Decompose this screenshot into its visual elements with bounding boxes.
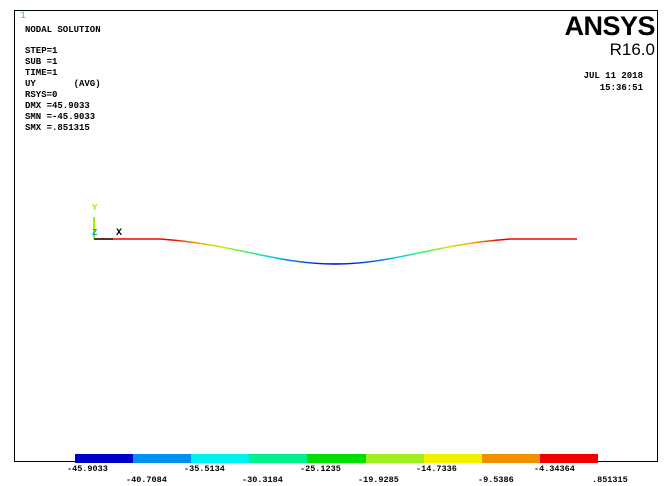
- legend-label-5: -25.1235: [300, 464, 341, 474]
- legend-band-9: [539, 454, 598, 463]
- legend-label-4: -30.3184: [242, 475, 283, 485]
- legend-band-4: [249, 454, 308, 463]
- version-label: R16.0: [609, 40, 655, 59]
- model-view[interactable]: Y Z X: [15, 11, 657, 461]
- window-number: 1: [20, 11, 27, 22]
- legend-label-8: -9.5386: [478, 475, 514, 485]
- ansys-logo: ANSYS: [564, 11, 655, 41]
- legend-band-3: [191, 454, 250, 463]
- plot-title: NODAL SOLUTION: [25, 25, 101, 35]
- legend-band-5: [307, 454, 366, 463]
- contour-legend: [75, 454, 598, 463]
- info-rsys: RSYS=0: [25, 90, 58, 100]
- legend-band-1: [75, 454, 134, 463]
- x-axis-label: X: [116, 228, 122, 239]
- info-uy: UY (AVG): [25, 79, 101, 89]
- legend-label-1: -45.9033: [67, 464, 108, 474]
- deformed-beam: [94, 238, 577, 265]
- legend-label-2: -40.7084: [126, 475, 167, 485]
- graphics-window[interactable]: 1 NODAL SOLUTION STEP=1 SUB =1 TIME=1 UY…: [14, 10, 658, 463]
- legend-band-8: [481, 454, 540, 463]
- legend-label-3: -35.5134: [184, 464, 225, 474]
- info-smn: SMN =-45.9033: [25, 112, 96, 122]
- info-smx: SMX =.851315: [25, 123, 90, 133]
- info-step: STEP=1: [25, 46, 58, 56]
- legend-label-9: -4.34364: [534, 464, 575, 474]
- plot-time: 15:36:51: [599, 83, 643, 93]
- y-axis-label: Y: [92, 203, 98, 213]
- plot-date: JUL 11 2018: [583, 71, 643, 81]
- info-time: TIME=1: [25, 68, 58, 78]
- legend-label-10: .851315: [592, 475, 628, 485]
- legend-label-6: -19.9285: [358, 475, 399, 485]
- info-sub: SUB =1: [25, 57, 58, 67]
- legend-label-7: -14.7336: [416, 464, 457, 474]
- info-dmx: DMX =45.9033: [25, 101, 90, 111]
- legend-band-7: [423, 454, 482, 463]
- legend-band-2: [133, 454, 192, 463]
- z-axis-label: Z: [92, 228, 97, 238]
- legend-band-6: [365, 454, 424, 463]
